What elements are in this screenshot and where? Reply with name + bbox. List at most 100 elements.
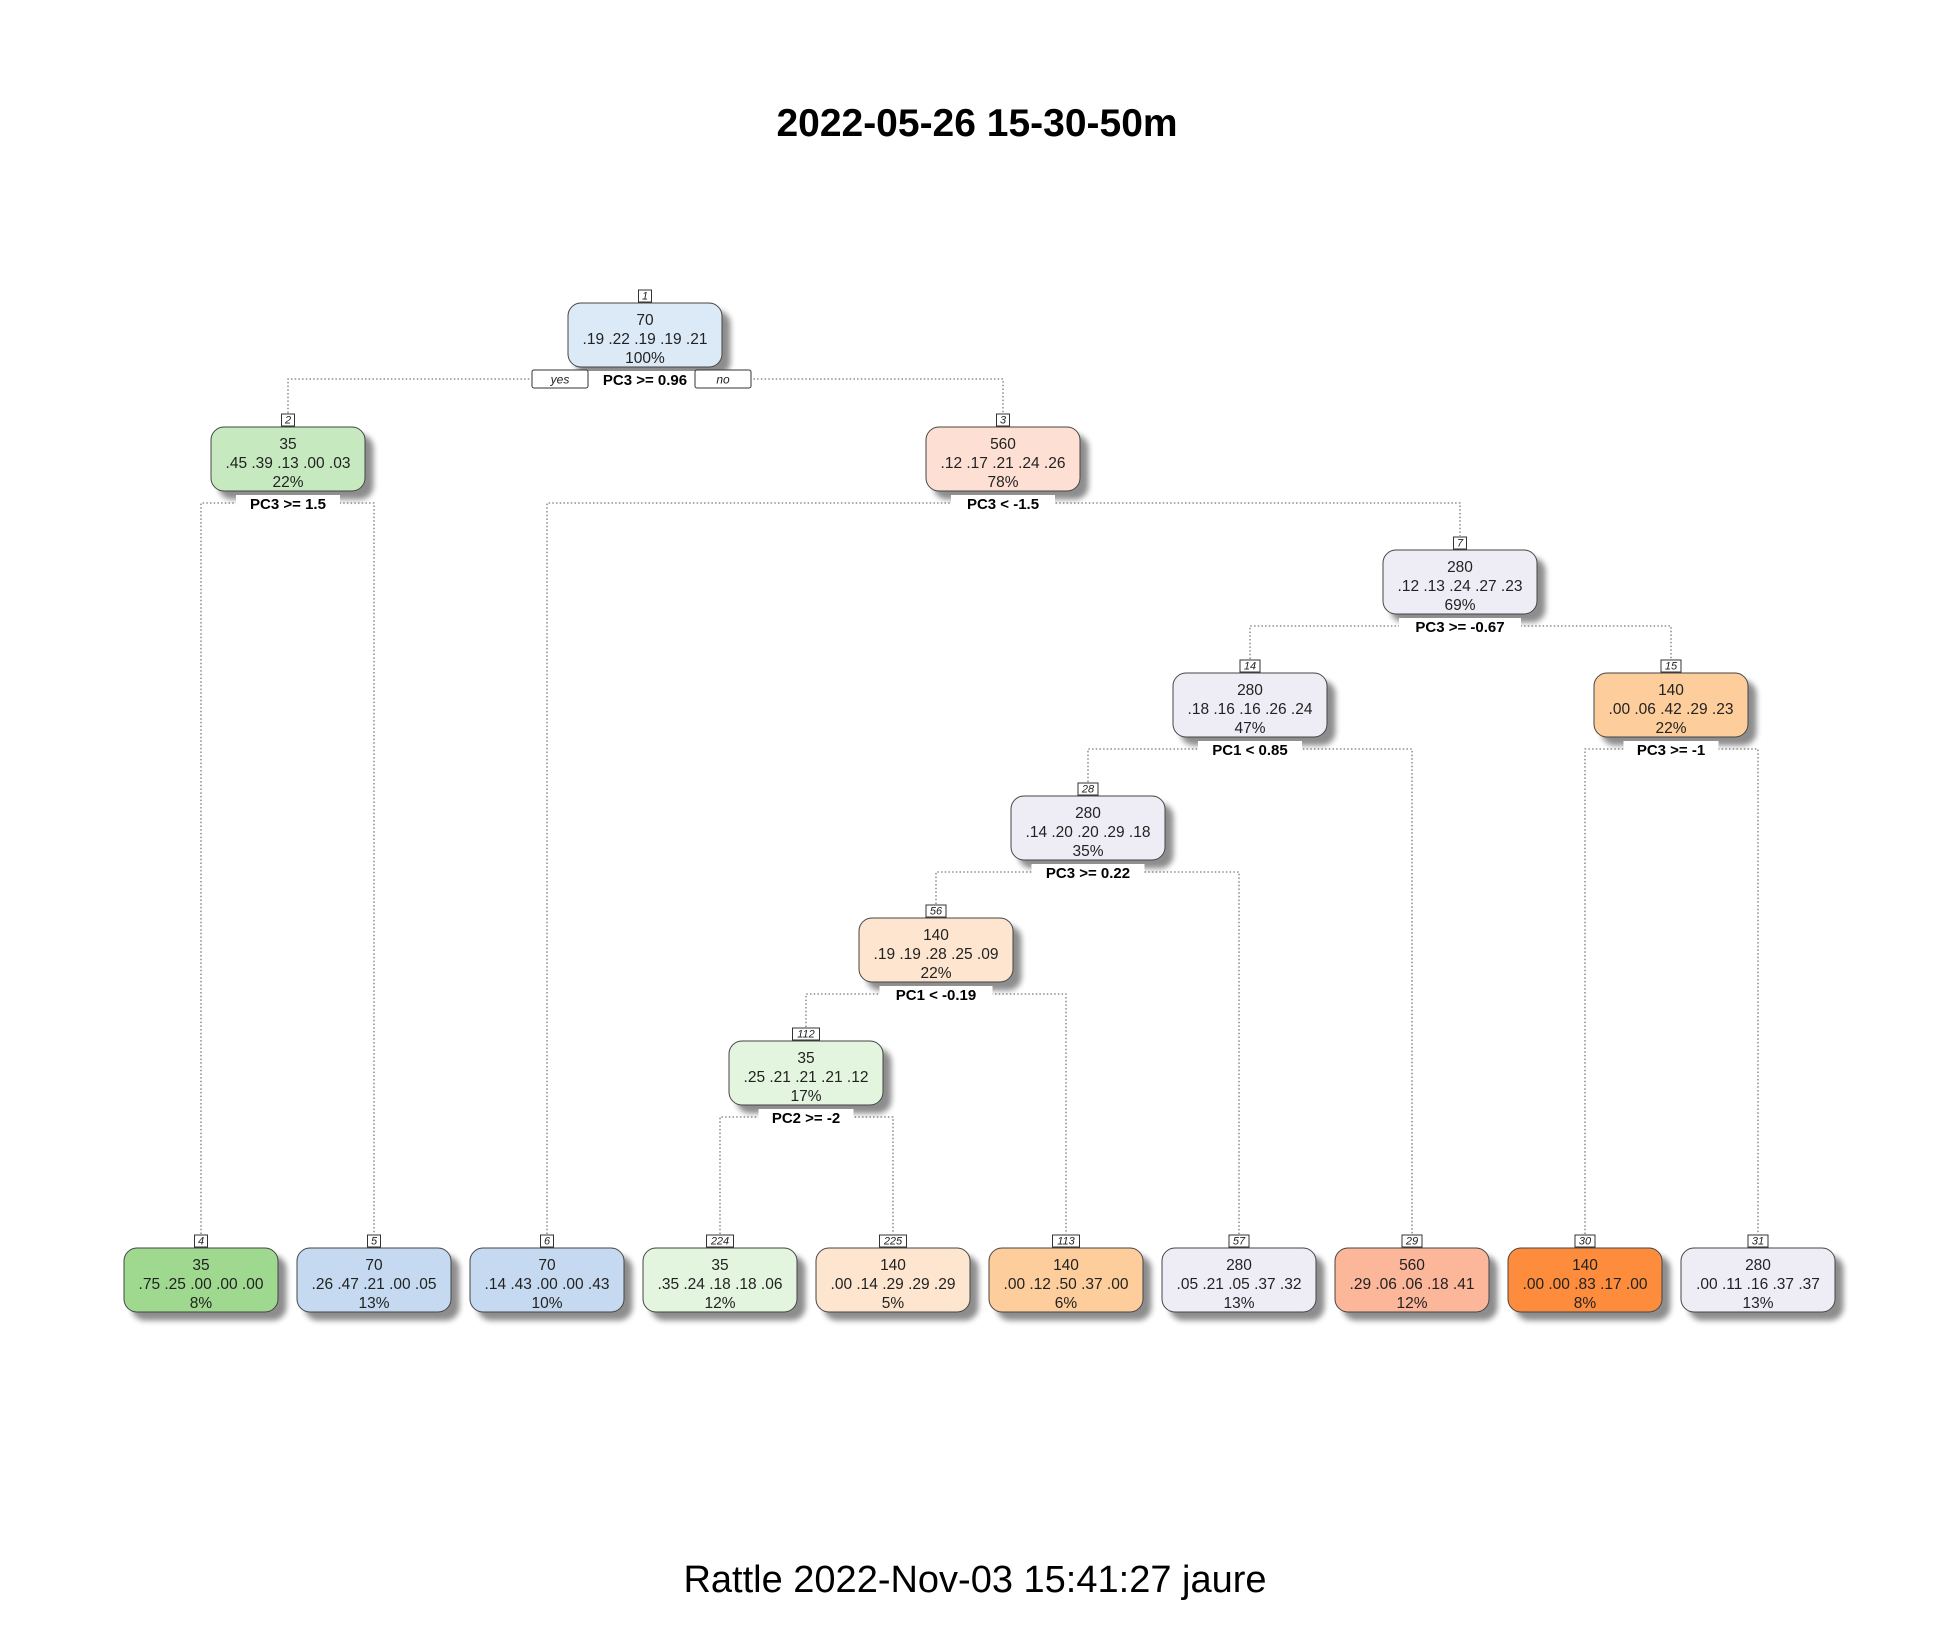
tree-edge	[546, 502, 1461, 1234]
tree-edge	[1249, 625, 1672, 659]
node-number-tag	[1077, 782, 1099, 796]
node-percent: 35%	[1072, 843, 1103, 860]
node-probabilities: .14 .43 .00 .00 .43	[485, 1276, 610, 1293]
tree-edge	[1087, 748, 1413, 1234]
node-percent: 12%	[704, 1295, 735, 1312]
node-percent: 22%	[272, 474, 303, 491]
node-probabilities: .00 .11 .16 .37 .37	[1696, 1276, 1820, 1293]
node-percent: 10%	[531, 1295, 562, 1312]
node-percent: 6%	[1055, 1295, 1078, 1312]
node-number: 5	[371, 1236, 378, 1248]
node-number: 2	[284, 415, 291, 427]
split-rule-text: PC1 < -0.19	[896, 987, 976, 1004]
node-number: 113	[1057, 1236, 1075, 1248]
node-count: 280	[1447, 559, 1473, 576]
tree-node-5: 5 70 .26 .47 .21 .00 .05 13%	[296, 1234, 452, 1313]
split-rule-112: PC2 >= -2	[758, 1109, 854, 1127]
node-count: 35	[279, 436, 296, 453]
node-percent: 5%	[882, 1295, 905, 1312]
tree-node-3: 3 560 .12 .17 .21 .24 .26 78%	[925, 413, 1081, 492]
node-number: 57	[1233, 1236, 1246, 1248]
node-probabilities: .25 .21 .21 .21 .12	[744, 1069, 869, 1086]
node-box	[296, 1247, 452, 1313]
node-count: 70	[538, 1257, 556, 1274]
split-rule-28: PC3 >= 0.22	[1031, 864, 1145, 882]
node-box	[567, 302, 723, 368]
node-count: 35	[797, 1050, 814, 1067]
chart-title: 2022-05-26 15-30-50m	[776, 102, 1177, 145]
branch-tag-text: yes	[550, 373, 570, 387]
tree-node-113: 113 140 .00 .12 .50 .37 .00 6%	[988, 1234, 1144, 1313]
node-box	[1593, 672, 1749, 738]
node-box	[1680, 1247, 1836, 1313]
node-number: 15	[1665, 661, 1678, 673]
node-count: 70	[365, 1257, 383, 1274]
node-number: 112	[797, 1029, 815, 1041]
node-probabilities: .19 .19 .28 .25 .09	[874, 946, 999, 963]
tree-node-224: 224 35 .35 .24 .18 .18 .06 12%	[642, 1234, 798, 1313]
node-count: 560	[990, 436, 1016, 453]
node-number: 28	[1081, 784, 1095, 796]
node-percent: 47%	[1234, 720, 1265, 737]
split-rule-text: PC2 >= -2	[772, 1110, 840, 1127]
tree-edge	[200, 502, 375, 1234]
node-box	[1507, 1247, 1663, 1313]
node-number-tag	[1574, 1234, 1596, 1248]
node-probabilities: .00 .14 .29 .29 .29	[831, 1276, 956, 1293]
node-probabilities: .12 .17 .21 .24 .26	[941, 455, 1066, 472]
node-number: 4	[198, 1236, 204, 1248]
node-number: 7	[1457, 538, 1464, 550]
node-probabilities: .05 .21 .05 .37 .32	[1177, 1276, 1302, 1293]
node-count: 280	[1075, 805, 1101, 822]
node-number-tag	[1239, 659, 1261, 673]
node-probabilities: .45 .39 .13 .00 .03	[226, 455, 351, 472]
tree-node-225: 225 140 .00 .14 .29 .29 .29 5%	[815, 1234, 971, 1313]
node-number-tag	[996, 413, 1010, 427]
node-count: 70	[636, 312, 654, 329]
node-number-tag	[879, 1234, 907, 1248]
node-number: 30	[1579, 1236, 1592, 1248]
node-box	[210, 426, 366, 492]
node-count: 280	[1745, 1257, 1771, 1274]
split-label-bg	[1399, 618, 1521, 636]
tree-node-4: 4 35 .75 .25 .00 .00 .00 8%	[123, 1234, 279, 1313]
node-percent: 12%	[1396, 1295, 1427, 1312]
node-percent: 13%	[358, 1295, 389, 1312]
node-box	[1334, 1247, 1490, 1313]
split-rule-text: PC3 >= 0.96	[603, 372, 687, 389]
node-number: 6	[544, 1236, 551, 1248]
tree-edge	[1584, 748, 1759, 1234]
branch-tag-text: no	[716, 373, 730, 387]
node-box	[815, 1247, 971, 1313]
node-number: 56	[930, 906, 943, 918]
node-percent: 8%	[190, 1295, 213, 1312]
node-probabilities: .12 .13 .24 .27 .23	[1398, 578, 1523, 595]
node-percent: 17%	[790, 1088, 821, 1105]
node-percent: 13%	[1223, 1295, 1254, 1312]
node-count: 140	[880, 1257, 906, 1274]
split-label-bg	[1031, 864, 1145, 882]
tree-node-14: 14 280 .18 .16 .16 .26 .24 47%	[1172, 659, 1328, 738]
split-rule-2: PC3 >= 1.5	[236, 495, 340, 513]
node-number-tag	[1660, 659, 1682, 673]
node-number: 3	[1000, 415, 1007, 427]
node-number-tag	[925, 904, 947, 918]
split-rule-text: PC3 < -1.5	[967, 496, 1039, 513]
node-probabilities: .00 .00 .83 .17 .00	[1523, 1276, 1648, 1293]
node-count: 140	[1658, 682, 1684, 699]
tree-node-29: 29 560 .29 .06 .06 .18 .41 12%	[1334, 1234, 1490, 1313]
node-box	[1010, 795, 1166, 861]
node-number: 224	[710, 1236, 729, 1248]
split-rule-7: PC3 >= -0.67	[1399, 618, 1521, 636]
split-rule-text: PC1 < 0.85	[1212, 742, 1287, 759]
tree-node-56: 56 140 .19 .19 .28 .25 .09 22%	[858, 904, 1014, 983]
node-number-tag	[540, 1234, 554, 1248]
node-count: 280	[1237, 682, 1263, 699]
node-number-tag	[638, 289, 652, 303]
branch-yes-label: yes	[531, 369, 589, 389]
node-number-tag	[1052, 1234, 1080, 1248]
split-rule-text: PC3 >= -0.67	[1415, 619, 1504, 636]
node-box	[1161, 1247, 1317, 1313]
node-number: 29	[1405, 1236, 1418, 1248]
